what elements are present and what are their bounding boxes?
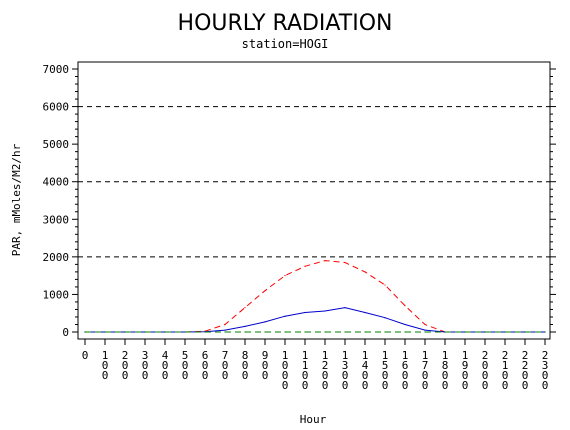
data-point — [164, 331, 166, 333]
data-point — [424, 331, 426, 333]
data-point — [284, 275, 286, 277]
data-point — [384, 317, 386, 319]
data-point — [264, 321, 266, 323]
data-point — [204, 331, 206, 333]
reference-lines — [78, 106, 550, 258]
data-point — [404, 305, 406, 307]
data-point — [244, 331, 246, 333]
y-tick-label: 4000 — [43, 176, 70, 189]
data-point — [344, 331, 346, 333]
data-point — [284, 331, 286, 333]
y-tick-label: 3000 — [43, 213, 70, 226]
data-point — [264, 331, 266, 333]
data-point — [144, 331, 146, 333]
y-tick-label: 1000 — [43, 288, 70, 301]
data-point — [364, 331, 366, 333]
x-tick-label: 0 — [82, 349, 89, 362]
series-line-1 — [85, 260, 545, 333]
data-point — [364, 271, 366, 273]
data-point — [244, 306, 246, 309]
data-point — [384, 331, 386, 333]
data-point — [344, 306, 346, 309]
data-point — [344, 261, 346, 264]
x-axis: 0 1 0 0 2 0 0 3 0 0 4 0 0 5 0 0 6 0 0 7 0 0 8 0 0 9 0 0 1 0 0 0 1 1 0 0 1 2 0 0… — [82, 339, 549, 392]
data-point — [184, 331, 186, 333]
data-point — [464, 331, 466, 333]
plot-frame — [77, 61, 551, 340]
data-point — [424, 329, 426, 331]
data-point — [304, 311, 306, 314]
data-point — [244, 325, 246, 327]
y-tick-label: 6000 — [43, 101, 70, 114]
data-point — [504, 331, 506, 333]
data-point — [404, 323, 406, 326]
data-point — [484, 331, 486, 333]
x-axis-label: Hour — [300, 413, 327, 426]
data-point — [404, 331, 406, 333]
y-tick-label: 7000 — [43, 63, 70, 76]
data-point — [364, 311, 366, 314]
series-line-2 — [85, 307, 545, 333]
data-point — [124, 331, 126, 333]
data-point — [324, 331, 326, 333]
data-point — [544, 331, 546, 333]
data-point — [284, 315, 286, 317]
data-point — [324, 260, 326, 262]
data-point — [104, 331, 106, 333]
data-point — [444, 331, 446, 333]
data-point — [304, 331, 306, 333]
data-point — [324, 310, 326, 312]
data-point — [304, 265, 306, 267]
data-point — [224, 331, 226, 333]
data-point — [264, 290, 266, 292]
y-tick-label: 2000 — [43, 251, 70, 264]
data-point — [224, 323, 226, 326]
y-axis: 0 1000 2000 3000 4000 5000 6000 7000 — [43, 63, 556, 339]
data-series — [84, 260, 546, 333]
data-point — [84, 331, 86, 333]
data-point — [524, 331, 526, 333]
data-point — [384, 284, 386, 286]
data-point — [224, 329, 226, 331]
y-tick-label: 0 — [62, 326, 69, 339]
chart-subtitle: station=HOGI — [242, 37, 329, 51]
data-point — [424, 323, 426, 326]
y-tick-label: 5000 — [43, 138, 70, 151]
y-axis-label: PAR, mMoles/M2/hr — [10, 143, 23, 256]
chart-title: HOURLY RADIATION — [178, 11, 393, 36]
